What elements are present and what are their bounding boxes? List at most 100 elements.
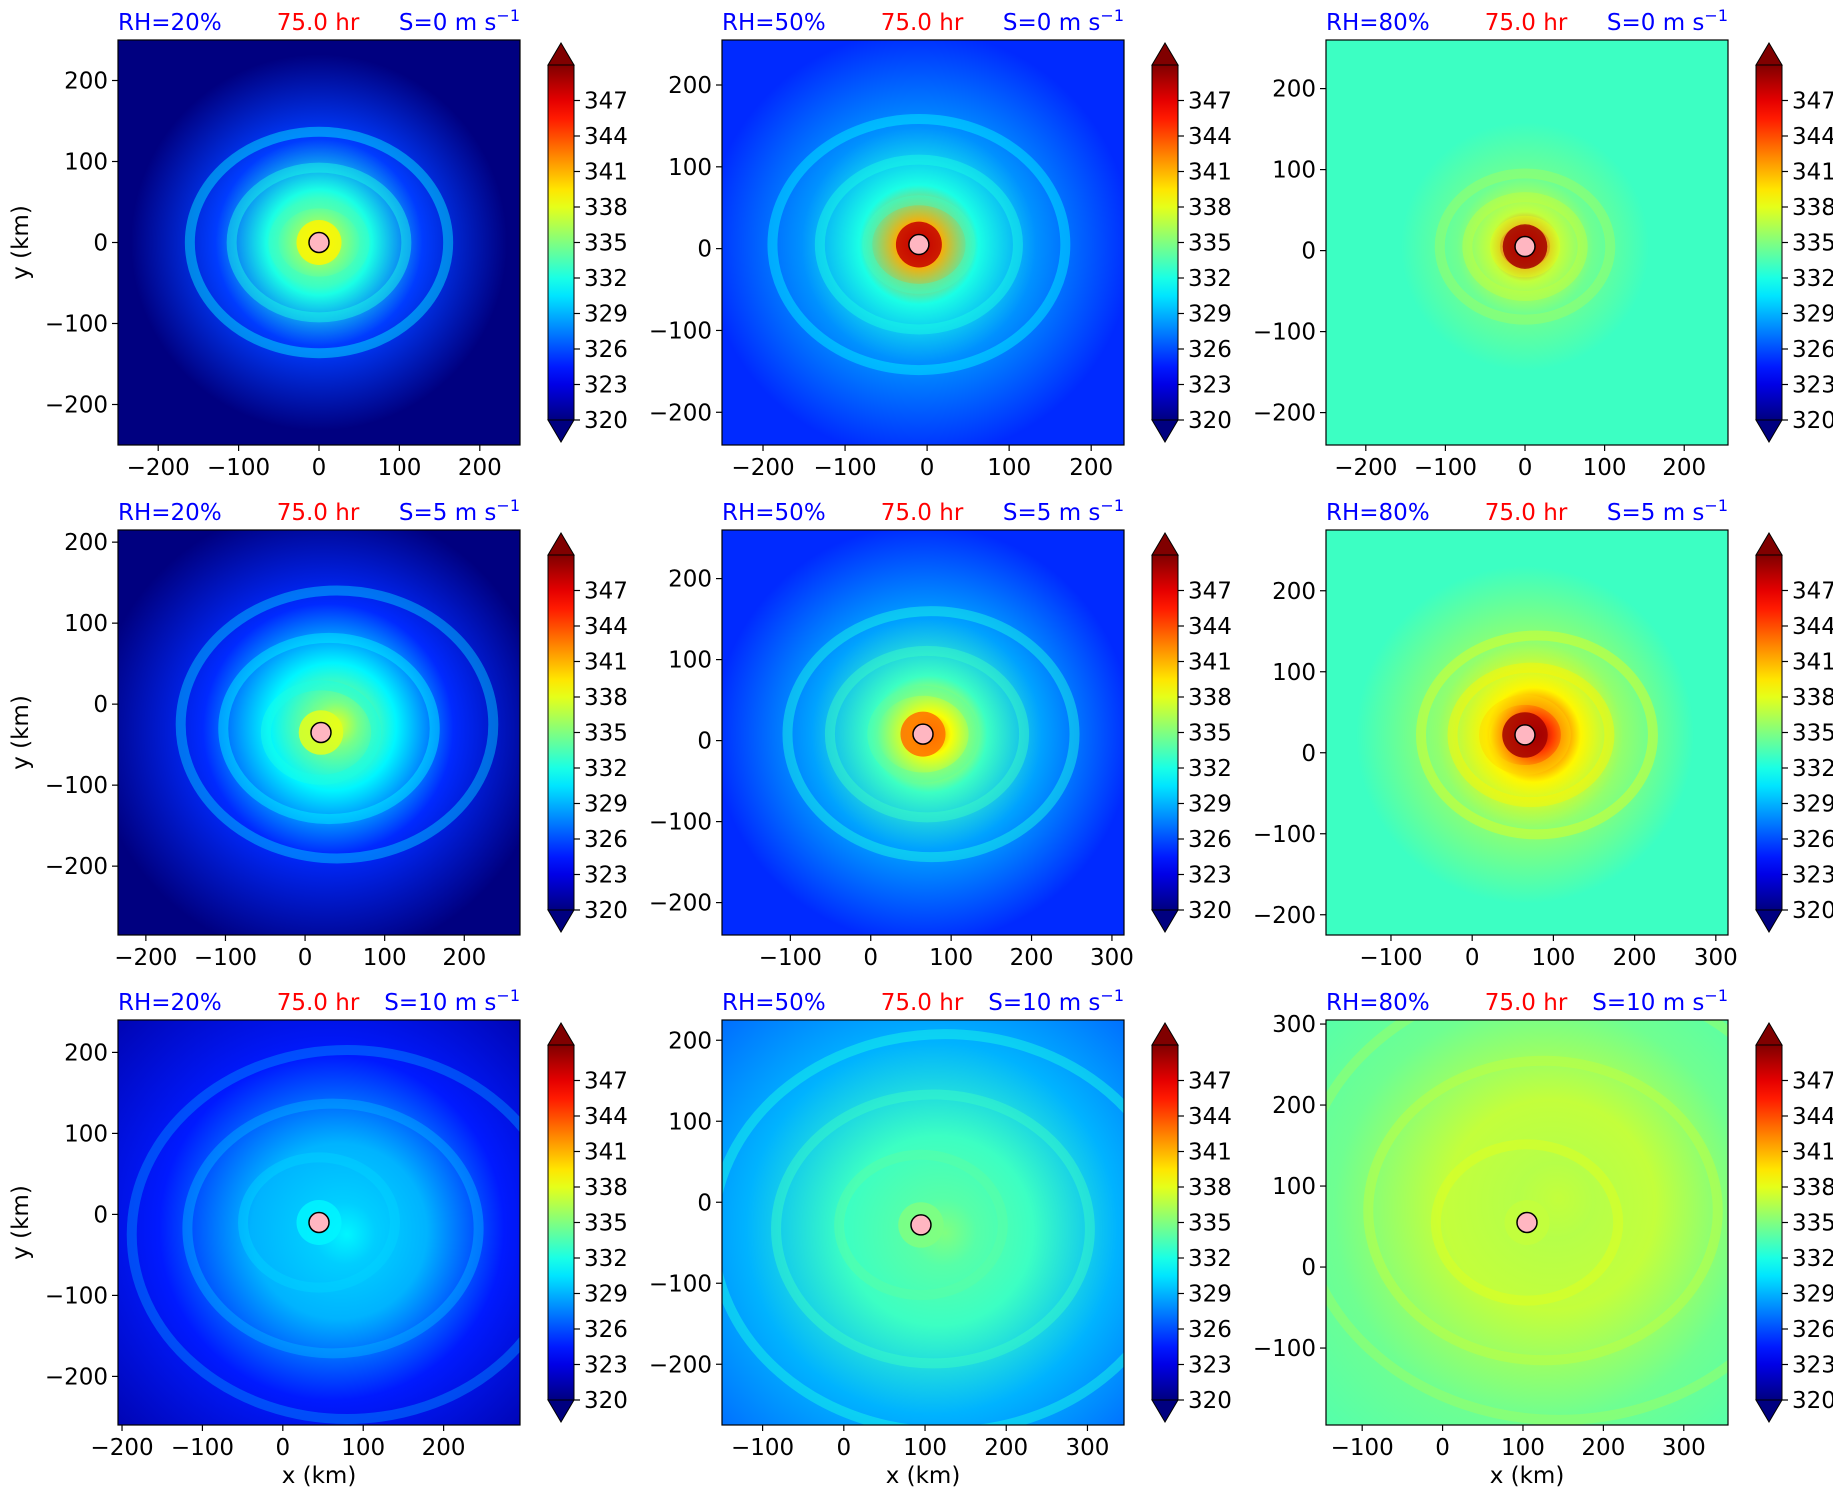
rainband [1363,1055,1723,1366]
x-tick-label: 0 [1435,1435,1450,1461]
colorbar-tick-label: 332 [1188,756,1232,782]
colorbar-extend-min [1755,419,1783,443]
y-tick-label: −200 [649,400,712,426]
colorbar [1151,64,1179,421]
rainband [184,126,454,359]
storm-center-marker [1514,235,1536,258]
colorbar [1755,1044,1783,1401]
time-title: 75.0 hr [277,990,360,1016]
colorbar-tick-label: 347 [1792,1069,1833,1095]
rh-title: RH=50% [722,10,826,36]
y-tick-label: −100 [649,1271,712,1297]
colorbar-tick-label: 338 [1188,685,1232,711]
x-tick-label: 100 [1583,455,1627,481]
x-tick-label: −200 [127,455,190,481]
colorbar-tick-label: 344 [1792,614,1833,640]
rh-title: RH=20% [118,10,222,36]
colorbar-extend-max [1755,532,1783,556]
rainband [1479,694,1571,776]
y-tick-label: 200 [668,73,712,99]
colorbar-tick-label: 329 [584,1282,628,1308]
colorbar-tick-label: 344 [584,1104,628,1130]
x-tick-label: 0 [1465,945,1480,971]
storm-center-marker [308,1211,330,1234]
colorbar-tick-label: 347 [1792,89,1833,115]
x-tick-label: −100 [1331,1435,1394,1461]
colorbar-tick-label: 338 [584,1175,628,1201]
colorbar [1151,1044,1179,1401]
plot-frame [721,39,1125,446]
x-tick-label: 100 [1501,1435,1545,1461]
colorbar-tick-label: 332 [1188,1246,1232,1272]
y-tick-label: 200 [64,530,108,556]
y-tick-label: 200 [668,567,712,593]
colorbar-tick-label: 335 [1188,721,1232,747]
colorbar-tick-label: 335 [584,1211,628,1237]
colorbar-tick-label: 335 [1792,1211,1833,1237]
colorbar-tick-label: 347 [584,579,628,605]
y-tick-label: −200 [1253,401,1316,427]
plot-frame [1325,529,1729,936]
colorbar-tick-label: 320 [1792,1388,1833,1414]
x-tick-label: −100 [171,1435,234,1461]
rainband [226,162,412,323]
y-tick-label: 100 [64,611,108,637]
colorbar [547,64,575,421]
rainband [1430,1139,1624,1306]
rh-title: RH=80% [1326,10,1430,36]
x-tick-label: 100 [341,1435,385,1461]
colorbar-extend-max [547,42,575,66]
y-tick-label: 0 [697,729,712,755]
y-tick-label: 100 [1272,1174,1316,1200]
y-tick-label: 0 [93,692,108,718]
x-tick-label: 200 [442,945,486,971]
colorbar-extend-min [547,1399,575,1423]
colorbar-extend-min [1151,909,1179,933]
colorbar-tick-label: 320 [1188,1388,1232,1414]
plot-frame [721,1019,1125,1426]
x-tick-label: 300 [1066,1435,1110,1461]
y-tick-label: 200 [668,1028,712,1054]
colorbar-tick-label: 326 [1792,827,1833,853]
time-title: 75.0 hr [1485,10,1568,36]
colorbar-tick-label: 323 [1188,373,1232,399]
colorbar-tick-label: 323 [584,863,628,889]
panel-1: −200 −100 0 100 200 −200 −100 0 100 200 RH=20% 75.0… [8,6,628,481]
colorbar-tick-label: 329 [1792,1282,1833,1308]
colorbar-tick-label: 320 [584,898,628,924]
y-tick-label: 0 [697,237,712,263]
colorbar-tick-label: 332 [1792,266,1833,292]
colorbar-tick-label: 326 [1188,1317,1232,1343]
colorbar-tick-label: 335 [1792,721,1833,747]
rainband [771,1089,1095,1369]
colorbar-tick-label: 326 [584,827,628,853]
y-tick-label: −100 [1253,320,1316,346]
colorbar-tick-label: 332 [1188,266,1232,292]
x-tick-label: −100 [1359,945,1422,971]
storm-center-marker [908,233,930,256]
colorbar-extend-max [1151,532,1179,556]
colorbar-tick-label: 329 [1792,792,1833,818]
colorbar-tick-label: 338 [584,195,628,221]
colorbar-tick-label: 326 [1792,337,1833,363]
plot-frame [721,529,1125,936]
y-tick-label: −200 [649,1352,712,1378]
colorbar-tick-label: 329 [1792,302,1833,328]
panel-3: −200 −100 0 100 200 −200 −100 0 100 200 RH=80% 75.0… [1253,6,1833,481]
colorbar-tick-label: 344 [584,124,628,150]
colorbar-tick-label: 335 [584,231,628,257]
colorbar-tick-label: 347 [1188,579,1232,605]
rainband [1415,630,1658,840]
colorbar-tick-label: 323 [1188,1353,1232,1379]
colorbar [547,1044,575,1401]
rainband [175,585,499,864]
colorbar-extend-max [1151,1022,1179,1046]
x-tick-label: 200 [1069,455,1113,481]
colorbar-tick-label: 341 [584,160,628,186]
panel-9: −100 0 100 200 300 −100 0 100 200 300 RH=80% 75.0 h… [1253,986,1833,1489]
y-tick-label: −100 [649,810,712,836]
colorbar-tick-label: 323 [584,373,628,399]
rainband [218,632,440,825]
y-tick-label: 200 [1272,1093,1316,1119]
